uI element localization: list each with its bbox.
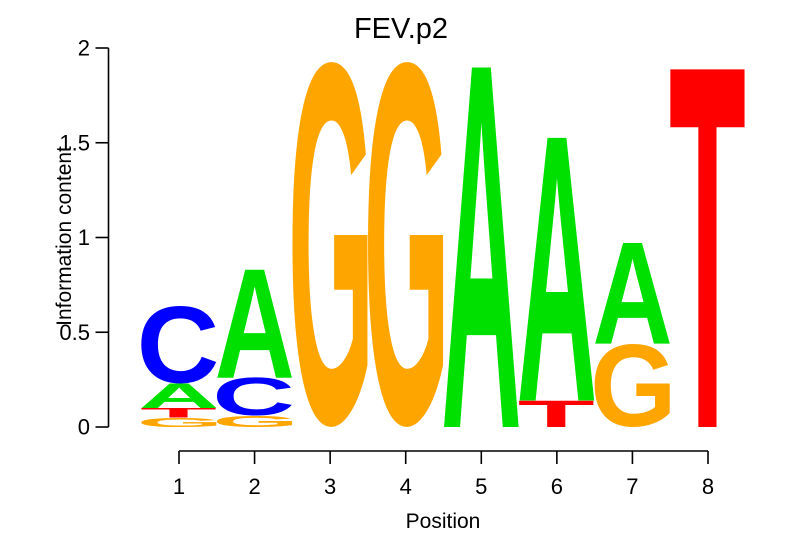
y-tick-label: 1.5 [59, 130, 90, 155]
y-tick-label: 0.5 [59, 320, 90, 345]
y-axis: 0 0.5 1 1.5 2 [59, 36, 110, 440]
x-tick-label: 4 [400, 474, 412, 499]
y-axis-label: Information content [53, 146, 76, 326]
x-tick-label: 2 [248, 474, 260, 499]
logo-letter-G-pos7: G [590, 320, 676, 451]
x-tick-label: 1 [173, 474, 185, 499]
x-axis-label: Position [406, 510, 481, 533]
logo-letter-T-pos6: T [518, 393, 595, 435]
logo-letter-A-pos7: A [592, 211, 672, 375]
logo-letter-G-pos1: G [137, 415, 223, 430]
logo-letter-A-pos6: A [517, 56, 597, 482]
logo-letter-A-pos2: A [215, 236, 295, 411]
logo-letter-G-pos2: G [212, 412, 298, 430]
x-axis: 1 2 3 4 5 6 7 8 [173, 450, 714, 499]
x-tick-label: 7 [626, 474, 638, 499]
y-tick-label: 1 [78, 225, 90, 250]
y-tick-label: 2 [78, 36, 90, 61]
logo-letter-A-pos1: A [139, 376, 219, 415]
x-tick-label: 6 [551, 474, 563, 499]
logo-letter-C-pos1: C [137, 284, 220, 406]
x-tick-label: 3 [324, 474, 336, 499]
y-tick-label: 0 [78, 415, 90, 440]
logo-letter-C-pos2: C [212, 367, 295, 427]
x-tick-label: 8 [702, 474, 714, 499]
logo-letter-A-pos5: A [441, 0, 521, 539]
logo-letter-T-pos1: T [140, 405, 217, 420]
x-tick-label: 5 [475, 474, 487, 499]
logo-letter-T-pos8: T [669, 0, 746, 538]
chart-title: FEV.p2 [354, 13, 448, 45]
logo-letter-G-pos3: G [288, 0, 374, 531]
logo-letter-G-pos4: G [363, 0, 449, 531]
